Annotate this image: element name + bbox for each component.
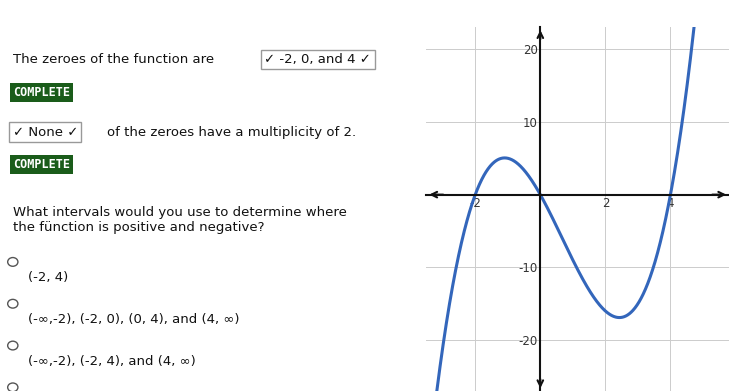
Text: The zeroes of the function are: The zeroes of the function are: [13, 53, 214, 66]
Text: (-∞,-2), (-2, 0), (0, 4), and (4, ∞): (-∞,-2), (-2, 0), (0, 4), and (4, ∞): [28, 313, 239, 326]
Text: COMPLETE: COMPLETE: [13, 158, 70, 171]
Text: ✓ None ✓: ✓ None ✓: [13, 126, 78, 138]
Text: of the zeroes have a multiplicity of 2.: of the zeroes have a multiplicity of 2.: [106, 126, 356, 138]
Text: ✓ -2, 0, and 4 ✓: ✓ -2, 0, and 4 ✓: [265, 53, 371, 66]
Text: (-∞,-2), (-2, 4), and (4, ∞): (-∞,-2), (-2, 4), and (4, ∞): [28, 355, 195, 368]
Text: (-2, 4): (-2, 4): [28, 271, 68, 284]
Text: What intervals would you use to determine where
the fünction is positive and neg: What intervals would you use to determin…: [13, 206, 347, 233]
Text: COMPLETE: COMPLETE: [13, 86, 70, 99]
